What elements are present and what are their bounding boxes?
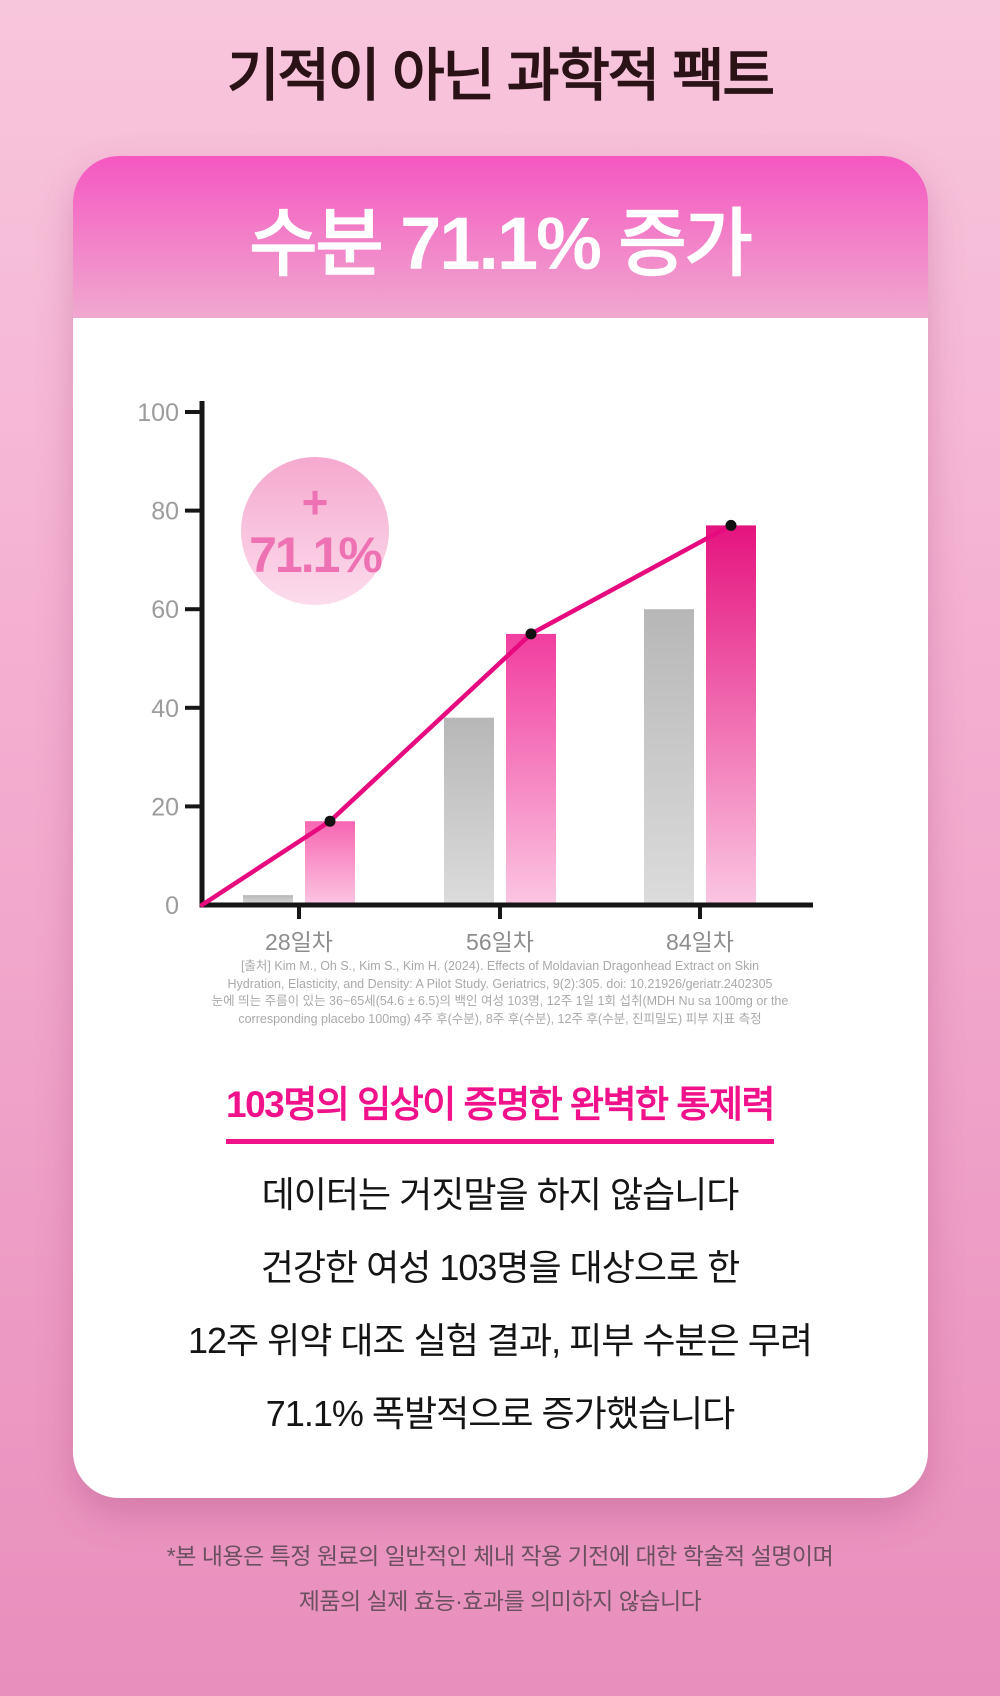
svg-text:+: +: [301, 476, 328, 528]
claim-section: 103명의 임상이 증명한 완벽한 통제력 데이터는 거짓말을 하지 않습니다 …: [73, 1028, 928, 1450]
citation-block: [출처] Kim M., Oh S., Kim S., Kim H. (2024…: [73, 958, 928, 1028]
citation-line: corresponding placebo 100mg) 4주 후(수분), 8…: [238, 1011, 762, 1026]
footer-disclaimer: *본 내용은 특정 원료의 일반적인 체내 작용 기전에 대한 학술적 설명이며…: [0, 1534, 1000, 1624]
treatment-bar: [505, 633, 556, 905]
hydration-bar-chart: +71.1% 0 20 40 60 80 100 28일차 56일차 84일차: [137, 399, 813, 955]
svg-text:28일차: 28일차: [265, 929, 333, 955]
svg-text:0: 0: [165, 892, 179, 920]
svg-text:100: 100: [137, 399, 179, 427]
trend-line: [199, 523, 733, 908]
svg-text:20: 20: [151, 793, 179, 821]
svg-text:84일차: 84일차: [666, 929, 734, 955]
claim-heading: 103명의 임상이 증명한 완벽한 통제력: [226, 1074, 775, 1144]
card-header: 수분 71.1% 증가: [72, 156, 928, 318]
claim-line: 12주 위약 대조 실험 결과, 피부 수분은 무려: [188, 1320, 813, 1361]
page-title: 기적이 아닌 과학적 팩트: [227, 44, 775, 108]
claim-lines: 데이터는 거짓말을 하지 않습니다 건강한 여성 103명을 대상으로 한 12…: [73, 1158, 928, 1450]
claim-line: 건강한 여성 103명을 대상으로 한: [260, 1247, 741, 1288]
data-point-dot: [525, 628, 536, 640]
claim-line: 데이터는 거짓말을 하지 않습니다: [261, 1174, 740, 1215]
citation-line: [출처] Kim M., Oh S., Kim S., Kim H. (2024…: [240, 959, 760, 973]
footer-line: 제품의 실제 효능·효과를 의미하지 않습니다: [298, 1588, 702, 1614]
treatment-bar: [705, 525, 756, 905]
citation-line: 눈에 띄는 주름이 있는 36~65세(54.6 ± 6.5)의 백인 여성 1…: [211, 994, 789, 1008]
claim-line: 71.1% 폭발적으로 증가했습니다: [265, 1393, 735, 1434]
svg-text:56일차: 56일차: [466, 929, 534, 955]
svg-text:80: 80: [151, 498, 179, 526]
data-point-dot: [725, 519, 736, 531]
footer-line: *본 내용은 특정 원료의 일반적인 체내 작용 기전에 대한 학술적 설명이며: [166, 1543, 834, 1569]
stat-card: 수분 71.1% 증가 +71.1% 0 20 40 60 80 100 28일차 56일차 84…: [72, 156, 928, 1498]
svg-text:60: 60: [151, 596, 179, 624]
svg-text:71.1%: 71.1%: [249, 527, 382, 583]
svg-text:40: 40: [151, 695, 179, 723]
citation-line: Hydration, Elasticity, and Density: A Pi…: [227, 976, 773, 991]
placebo-bar: [643, 609, 694, 905]
placebo-bar: [443, 717, 494, 905]
card-header-title: 수분 71.1% 증가: [249, 201, 752, 285]
placebo-bar: [242, 895, 293, 905]
data-point-dot: [324, 815, 335, 827]
treatment-bar: [304, 821, 355, 905]
increase-badge: +71.1%: [240, 457, 389, 605]
